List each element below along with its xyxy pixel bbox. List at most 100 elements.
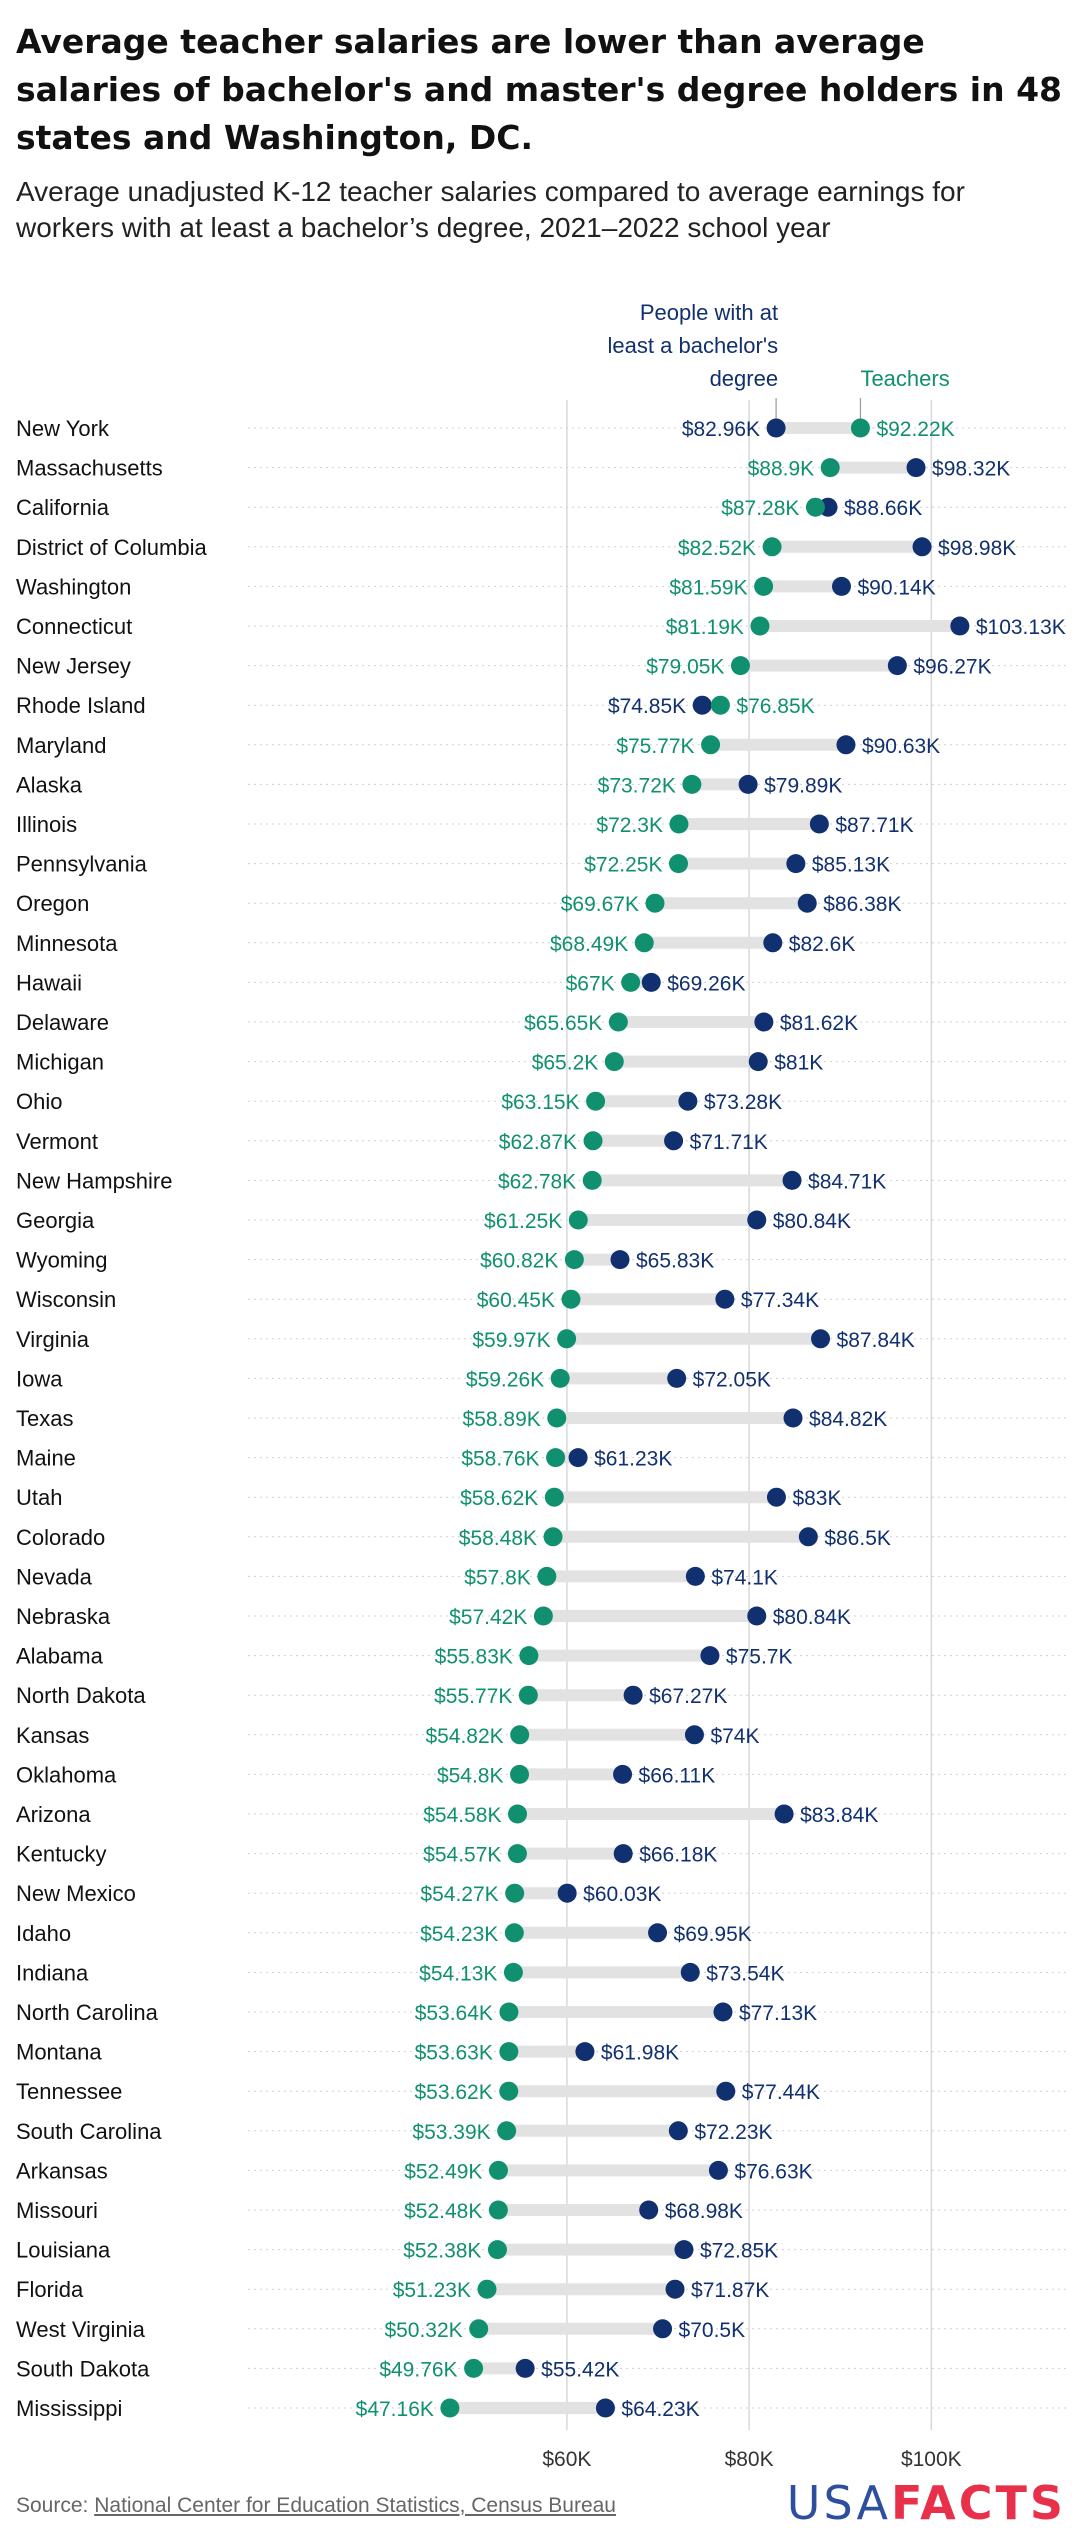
teacher-value-label: $57.42K (449, 1606, 527, 1629)
degree-dot (692, 695, 712, 715)
source-link[interactable]: National Center for Education Statistics… (94, 2494, 616, 2517)
teacher-value-label: $81.19K (666, 616, 744, 639)
state-label: Nebraska (16, 1604, 111, 1629)
state-label: Illinois (16, 812, 77, 837)
teacher-dot (533, 1606, 553, 1626)
degree-dot (754, 1012, 774, 1032)
x-tick-label: $100K (901, 2448, 962, 2470)
state-label: Hawaii (16, 970, 82, 995)
degree-dot (797, 893, 817, 913)
teacher-dot (762, 537, 782, 557)
teacher-dot (583, 1131, 603, 1151)
teacher-dot (518, 1685, 538, 1705)
teacher-dot (730, 656, 750, 676)
teacher-dot (497, 2121, 517, 2141)
degree-dot (678, 1091, 698, 1111)
teacher-dot (582, 1170, 602, 1190)
teacher-dot (645, 893, 665, 913)
teacher-dot (507, 1844, 527, 1864)
degree-dot (887, 656, 907, 676)
teacher-dot (503, 1962, 523, 1982)
state-label: Montana (16, 2040, 102, 2065)
degree-value-label: $77.34K (741, 1289, 819, 1312)
degree-value-label: $65.83K (636, 1250, 714, 1273)
teacher-dot (469, 2319, 489, 2339)
degree-value-label: $69.95K (674, 1923, 752, 1946)
degree-dot (831, 576, 851, 596)
teacher-value-label: $47.16K (356, 2398, 434, 2421)
teacher-value-label: $53.62K (415, 2081, 493, 2104)
state-label: Pennsylvania (16, 852, 148, 877)
degree-dot (575, 2042, 595, 2062)
state-label: Minnesota (16, 931, 118, 956)
teacher-dot (499, 2081, 519, 2101)
degree-value-label: $81K (774, 1052, 823, 1075)
state-label: New Hampshire (16, 1168, 173, 1193)
state-label: Arkansas (16, 2158, 108, 2183)
degree-value-label: $72.23K (694, 2121, 772, 2144)
degree-value-label: $88.66K (844, 497, 922, 520)
degree-value-label: $74K (710, 1725, 759, 1748)
teacher-dot (669, 814, 689, 834)
degree-dot (648, 1923, 668, 1943)
degree-value-label: $66.18K (639, 1844, 717, 1867)
state-label: Alaska (16, 772, 83, 797)
degree-dot (674, 2240, 694, 2260)
teacher-value-label: $58.62K (460, 1487, 538, 1510)
teacher-dot (505, 1883, 525, 1903)
teacher-dot (547, 1408, 567, 1428)
teacher-dot (543, 1527, 563, 1547)
teacher-value-label: $59.97K (472, 1329, 550, 1352)
teacher-dot (550, 1368, 570, 1388)
teacher-dot (508, 1804, 528, 1824)
teacher-value-label: $59.26K (466, 1368, 544, 1391)
source-note: Source: National Center for Education St… (16, 2494, 616, 2518)
chart-title: Average teacher salaries are lower than … (16, 22, 1063, 157)
degree-value-label: $73.28K (704, 1091, 782, 1114)
degree-value-label: $83.84K (800, 1804, 878, 1827)
teacher-value-label: $55.77K (434, 1685, 512, 1708)
degree-value-label: $86.5K (824, 1527, 891, 1550)
teacher-value-label: $68.49K (550, 933, 628, 956)
state-label: South Carolina (16, 2119, 162, 2144)
state-label: South Dakota (16, 2356, 150, 2381)
usafacts-logo[interactable]: USAFACTS (787, 2476, 1066, 2530)
teacher-value-label: $63.15K (501, 1091, 579, 1114)
state-label: New Jersey (16, 654, 131, 679)
degree-value-label: $96.27K (913, 656, 991, 679)
teacher-dot (754, 576, 774, 596)
state-label: Kansas (16, 1723, 89, 1748)
state-label: Utah (16, 1485, 62, 1510)
degree-value-label: $85.13K (812, 854, 890, 877)
teacher-value-label: $88.9K (748, 458, 815, 481)
degree-dot (747, 1606, 767, 1626)
teacher-dot (850, 418, 870, 438)
teacher-value-label: $60.45K (477, 1289, 555, 1312)
state-label: California (16, 495, 110, 520)
degree-dot (595, 2398, 615, 2418)
degree-value-label: $61.98K (601, 2042, 679, 2065)
teacher-dot (604, 1052, 624, 1072)
teacher-value-label: $62.87K (499, 1131, 577, 1154)
degree-value-label: $87.71K (835, 814, 913, 837)
degree-dot (774, 1804, 794, 1824)
state-label: Oregon (16, 891, 89, 916)
teacher-value-label: $54.57K (423, 1844, 501, 1867)
teacher-value-label: $72.3K (596, 814, 663, 837)
state-label: Ohio (16, 1089, 62, 1114)
teacher-value-label: $51.23K (393, 2279, 471, 2302)
degree-dot (641, 972, 661, 992)
state-label: Georgia (16, 1208, 95, 1233)
state-label: New York (16, 416, 110, 441)
teacher-dot (710, 695, 730, 715)
teacher-value-label: $72.25K (584, 854, 662, 877)
state-label: Iowa (16, 1366, 63, 1391)
teacher-dot (586, 1091, 606, 1111)
teacher-dot (440, 2398, 460, 2418)
degree-value-label: $72.85K (700, 2240, 778, 2263)
degree-dot (667, 1368, 687, 1388)
teacher-value-label: $69.67K (561, 893, 639, 916)
state-label: Indiana (16, 1960, 89, 1985)
teacher-value-label: $53.63K (415, 2042, 493, 2065)
dot-plot: $60K $80K $100K People with at least a bache… (16, 300, 1068, 2470)
